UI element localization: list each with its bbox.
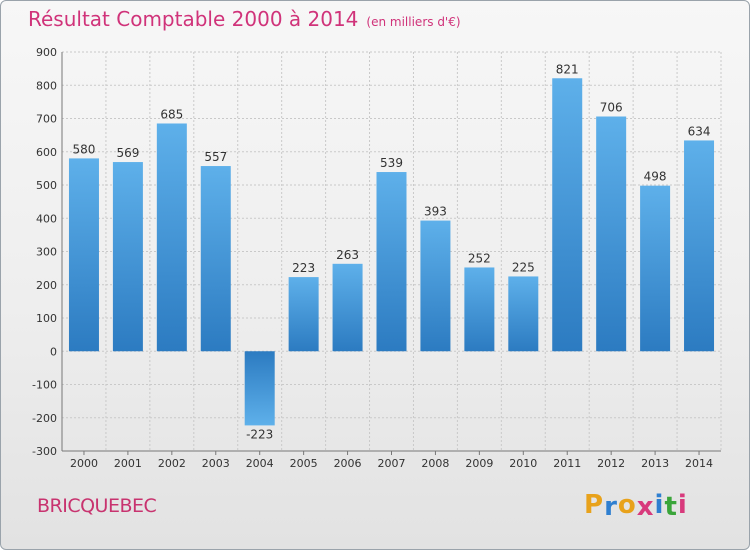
data-label: 225 xyxy=(512,260,535,274)
x-tick-label: 2013 xyxy=(641,457,669,470)
logo-letter: r xyxy=(604,492,618,522)
y-tick-label: 200 xyxy=(36,279,57,292)
data-label: 557 xyxy=(204,150,227,164)
logo-letter: x xyxy=(636,492,655,522)
x-tick-label: 2004 xyxy=(246,457,274,470)
logo-letter: o xyxy=(617,490,637,520)
logo-letter: P xyxy=(584,490,605,520)
title-text: Résultat Comptable 2000 à 2014 xyxy=(28,7,359,31)
data-label: 252 xyxy=(468,251,491,265)
x-tick-label: 2012 xyxy=(597,457,625,470)
bar xyxy=(420,220,451,352)
x-tick-label: 2000 xyxy=(70,457,98,470)
x-tick-label: 2006 xyxy=(334,457,362,470)
chart-subtitle: (en milliers d'€) xyxy=(366,15,461,29)
x-tick-label: 2001 xyxy=(114,457,142,470)
bar xyxy=(596,116,627,352)
data-label: 539 xyxy=(380,156,403,170)
x-tick-label: 2014 xyxy=(685,457,713,470)
x-tick-label: 2007 xyxy=(378,457,406,470)
y-tick-label: 500 xyxy=(36,179,57,192)
bar xyxy=(464,267,495,352)
bar xyxy=(508,276,539,352)
data-label: 263 xyxy=(336,248,359,262)
x-tick-label: 2002 xyxy=(158,457,186,470)
bar xyxy=(640,185,671,352)
y-tick-label: -200 xyxy=(32,412,57,425)
data-labels: 580 569 685 557 -223 223 263 539 393 252 225 821 706… xyxy=(73,62,711,441)
x-tick-label: 2010 xyxy=(509,457,537,470)
data-label: 706 xyxy=(600,101,623,115)
data-label: 685 xyxy=(160,107,183,121)
bar xyxy=(68,158,99,352)
logo-letter: i xyxy=(654,490,665,520)
bar xyxy=(552,78,583,352)
y-tick-label: 600 xyxy=(36,146,57,159)
bar xyxy=(156,123,187,352)
x-tick-label: 2003 xyxy=(202,457,230,470)
logo-letter: i xyxy=(677,490,688,520)
commune-name: BRICQUEBEC xyxy=(37,495,157,517)
data-label: 569 xyxy=(116,146,139,160)
data-label: 498 xyxy=(644,170,667,184)
y-tick-label: 900 xyxy=(36,46,57,59)
y-tick-label: 400 xyxy=(36,212,57,225)
data-label: 223 xyxy=(292,261,315,275)
y-tick-label: 800 xyxy=(36,79,57,92)
bars xyxy=(68,78,715,426)
bar xyxy=(200,166,231,352)
bar xyxy=(332,263,363,352)
x-tick-label: 2008 xyxy=(421,457,449,470)
data-label: 821 xyxy=(556,62,579,76)
y-tick-label: 700 xyxy=(36,113,57,126)
y-tick-label: 100 xyxy=(36,312,57,325)
bar xyxy=(288,277,319,352)
bar xyxy=(112,162,143,352)
chart-title: Résultat Comptable 2000 à 2014 (en millie… xyxy=(28,7,461,31)
x-tick-label: 2011 xyxy=(553,457,581,470)
data-label: 634 xyxy=(688,124,711,138)
bar xyxy=(244,351,275,426)
y-tick-label: -300 xyxy=(32,445,57,458)
logo-letter: t xyxy=(664,492,678,522)
axes: -300 -200 -100 0 100 200 300 400 500 600 700 800 900… xyxy=(32,46,721,470)
data-label: -223 xyxy=(246,427,273,441)
bar xyxy=(684,140,715,352)
y-tick-label: 300 xyxy=(36,246,57,259)
proxiti-logo: Proxiti xyxy=(584,490,688,522)
y-tick-label: 0 xyxy=(50,345,57,358)
data-label: 580 xyxy=(73,142,96,156)
data-label: 393 xyxy=(424,205,447,219)
bar xyxy=(376,172,407,352)
x-tick-label: 2009 xyxy=(465,457,493,470)
y-tick-label: -100 xyxy=(32,379,57,392)
x-tick-label: 2005 xyxy=(290,457,318,470)
